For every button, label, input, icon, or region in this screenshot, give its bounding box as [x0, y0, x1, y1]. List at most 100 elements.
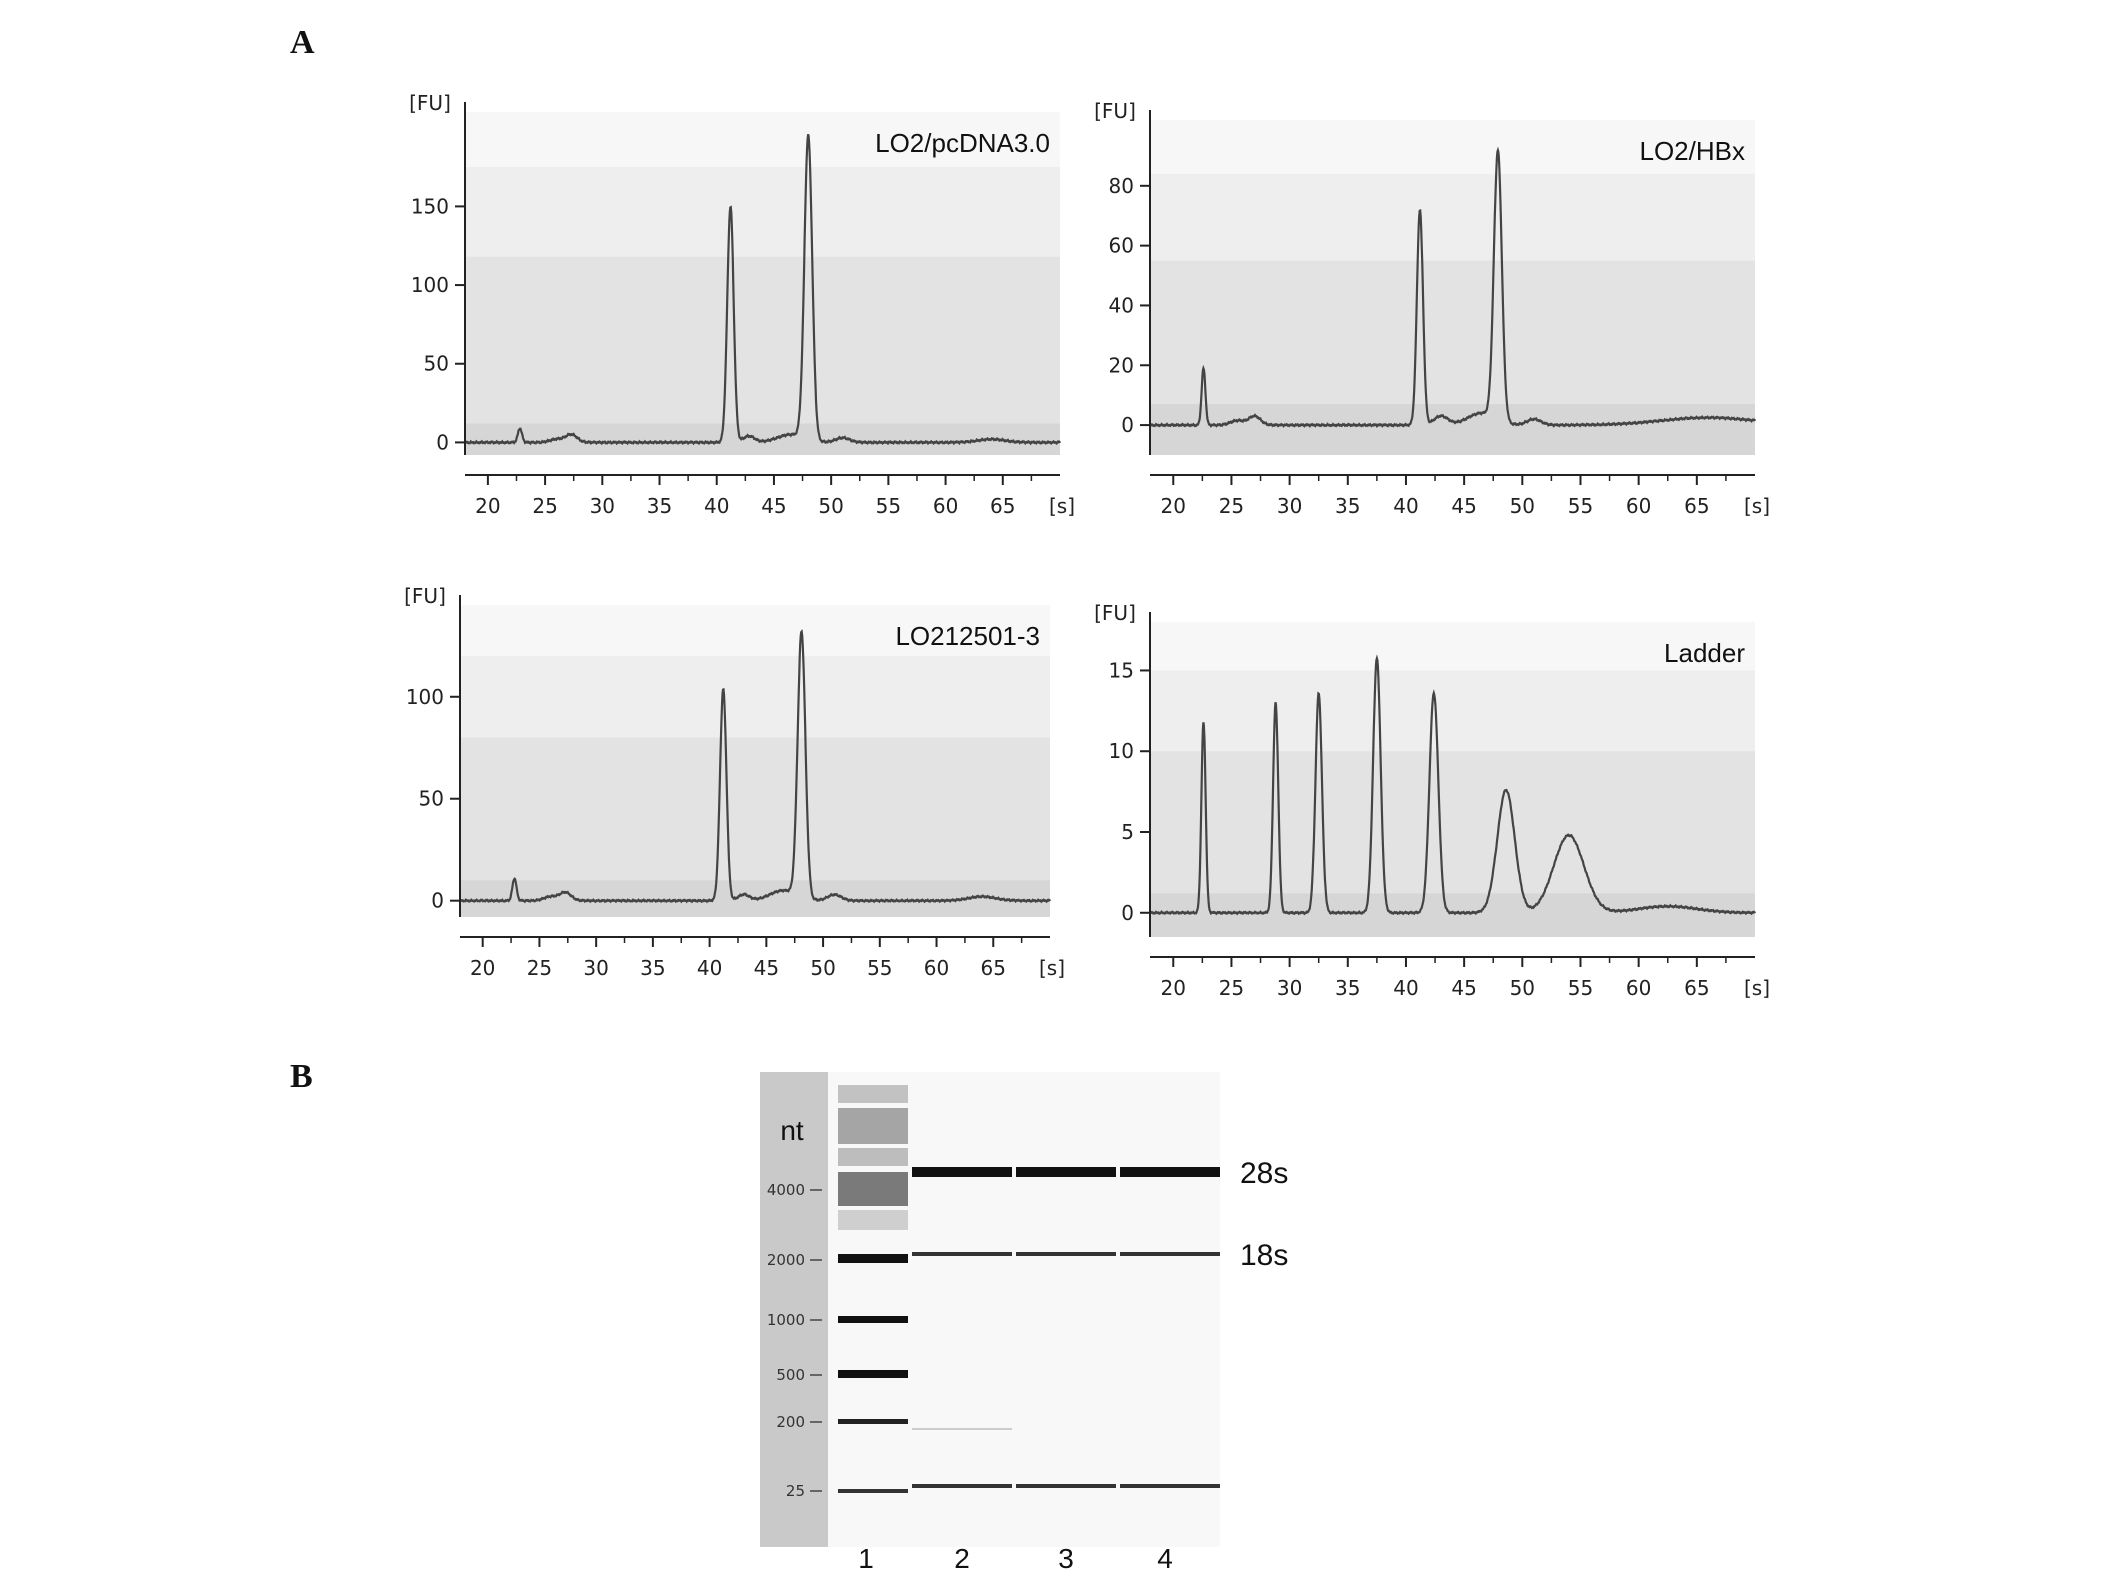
x-unit-label: [s] — [1039, 956, 1065, 980]
x-tick-label: 25 — [1219, 494, 1244, 518]
x-tick-label: 20 — [475, 494, 500, 518]
x-tick-label: 40 — [1393, 494, 1418, 518]
x-unit-label: [s] — [1049, 494, 1075, 518]
x-tick-label: 50 — [810, 956, 835, 980]
panel-b-label: B — [290, 1058, 313, 1095]
x-unit-label: [s] — [1744, 494, 1770, 518]
gel-lane-label: 3 — [1058, 1543, 1074, 1574]
plot-title: LO2/pcDNA3.0 — [875, 128, 1050, 158]
y-tick-label: 15 — [1109, 658, 1134, 682]
x-tick-label: 20 — [1161, 494, 1186, 518]
x-tick-label: 40 — [1393, 976, 1418, 1000]
gel-lane-1 — [838, 1085, 908, 1493]
x-tick-label: 40 — [697, 956, 722, 980]
y-tick-label: 0 — [436, 430, 449, 454]
x-tick-label: 65 — [990, 494, 1015, 518]
x-tick-label: 25 — [1219, 976, 1244, 1000]
x-tick-label: 65 — [981, 956, 1006, 980]
x-tick-label: 65 — [1684, 494, 1709, 518]
x-tick-label: 20 — [1161, 976, 1186, 1000]
x-tick-label: 35 — [1335, 976, 1360, 1000]
electropherogram-p4: 0 5 10 15 20 25 30 35 40 45 50 55 60 65 [s] [FU] Ladder — [1094, 601, 1770, 1000]
x-tick-label: 60 — [924, 956, 949, 980]
x-tick-label: 55 — [876, 494, 901, 518]
y-tick-label: 0 — [1121, 901, 1134, 925]
x-tick-label: 45 — [1451, 494, 1476, 518]
gel-lane-4 — [1120, 1167, 1220, 1488]
gel-lane-label: 1 — [858, 1543, 874, 1574]
y-unit-label: [FU] — [1094, 601, 1136, 625]
x-tick-label: 35 — [640, 956, 665, 980]
x-tick-label: 65 — [1684, 976, 1709, 1000]
y-tick-label: 50 — [424, 352, 449, 376]
x-tick-label: 60 — [1626, 494, 1651, 518]
x-tick-label: 30 — [590, 494, 615, 518]
x-tick-label: 35 — [1335, 494, 1360, 518]
panel-a-label: A — [290, 24, 315, 61]
x-tick-label: 45 — [754, 956, 779, 980]
gel-size-label: 500 — [776, 1366, 805, 1384]
x-tick-label: 40 — [704, 494, 729, 518]
x-tick-label: 60 — [933, 494, 958, 518]
electropherogram-p2: 0 20 40 60 80 20 25 30 35 40 45 50 55 60 65 [s] [FU] LO2/… — [1094, 99, 1770, 518]
signal-trace — [1149, 146, 1757, 428]
y-unit-label: [FU] — [404, 584, 446, 608]
x-tick-label: 55 — [1568, 976, 1593, 1000]
gel-size-label: 200 — [776, 1413, 805, 1431]
electropherogram-p1: 0 50 100 150 20 25 30 35 40 45 50 55 60 65 [s] [FU] LO2/… — [409, 91, 1075, 518]
x-tick-label: 55 — [1568, 494, 1593, 518]
y-tick-label: 100 — [406, 685, 444, 709]
y-tick-label: 0 — [431, 889, 444, 913]
x-tick-label: 30 — [1277, 976, 1302, 1000]
x-unit-label: [s] — [1744, 976, 1770, 1000]
x-tick-label: 30 — [1277, 494, 1302, 518]
gel-size-label: 4000 — [767, 1181, 805, 1199]
y-unit-label: [FU] — [409, 91, 451, 115]
x-tick-label: 60 — [1626, 976, 1651, 1000]
gel-size-label: 25 — [786, 1482, 805, 1500]
gel-lane-label: 2 — [954, 1543, 970, 1574]
gel-image: nt 4000 2000 1000 500 200 25 — [760, 1072, 1288, 1574]
x-tick-label: 20 — [470, 956, 495, 980]
band-label-18s: 18s — [1240, 1239, 1288, 1272]
y-unit-label: [FU] — [1094, 99, 1136, 123]
x-tick-label: 55 — [867, 956, 892, 980]
plot-title: LO2/HBx — [1640, 136, 1746, 166]
y-tick-label: 20 — [1109, 353, 1134, 377]
y-tick-label: 40 — [1109, 293, 1134, 317]
electropherogram-p3: 0 50 100 20 25 30 35 40 45 50 55 60 65 [s] [FU] LO21250… — [404, 584, 1065, 980]
y-tick-label: 80 — [1109, 174, 1134, 198]
x-tick-label: 50 — [1510, 494, 1535, 518]
x-tick-label: 25 — [527, 956, 552, 980]
gel-lane-3 — [1016, 1167, 1116, 1488]
gel-marker-strip — [760, 1072, 828, 1547]
y-tick-label: 10 — [1109, 739, 1134, 763]
x-tick-label: 35 — [647, 494, 672, 518]
x-tick-label: 25 — [532, 494, 557, 518]
shaded-band — [465, 256, 1060, 455]
y-tick-label: 150 — [411, 194, 449, 218]
x-tick-label: 45 — [1451, 976, 1476, 1000]
y-tick-label: 0 — [1121, 413, 1134, 437]
gel-unit-label: nt — [780, 1115, 804, 1146]
x-tick-label: 30 — [583, 956, 608, 980]
y-tick-label: 60 — [1109, 234, 1134, 258]
y-tick-label: 100 — [411, 273, 449, 297]
gel-lane-2 — [912, 1167, 1012, 1488]
y-tick-label: 5 — [1121, 820, 1134, 844]
signal-trace — [464, 133, 1062, 446]
shaded-band — [1150, 893, 1755, 937]
x-tick-label: 45 — [761, 494, 786, 518]
gel-size-label: 1000 — [767, 1311, 805, 1329]
gel-lane-label: 4 — [1157, 1543, 1173, 1574]
signal-trace — [1149, 654, 1756, 916]
plot-title: LO212501-3 — [895, 621, 1040, 651]
gel-size-label: 2000 — [767, 1251, 805, 1269]
x-tick-label: 50 — [1510, 976, 1535, 1000]
x-tick-label: 50 — [818, 494, 843, 518]
band-label-28s: 28s — [1240, 1157, 1288, 1190]
plot-title: Ladder — [1664, 638, 1745, 668]
shaded-band — [1150, 404, 1755, 455]
